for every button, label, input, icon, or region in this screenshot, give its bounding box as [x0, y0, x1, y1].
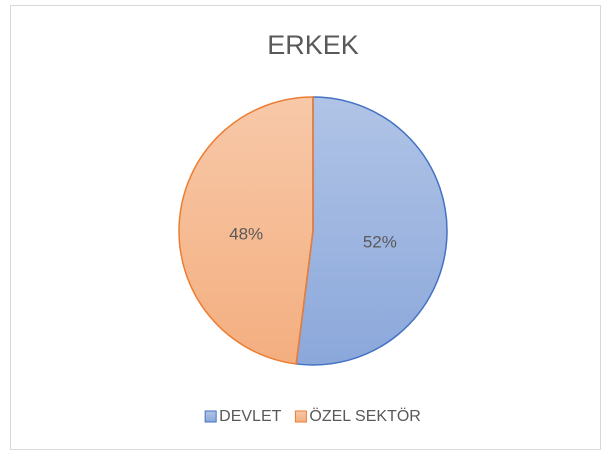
legend-swatch — [294, 410, 307, 423]
chart-title: ERKEK — [267, 30, 359, 60]
legend-swatch — [204, 410, 217, 423]
data-label: 52% — [363, 233, 397, 252]
pie-slice — [295, 96, 448, 366]
legend-label: ÖZEL SEKTÖR — [309, 407, 420, 425]
legend-label: DEVLET — [219, 408, 281, 425]
pie-slice — [178, 96, 314, 365]
data-label: 48% — [229, 224, 263, 243]
